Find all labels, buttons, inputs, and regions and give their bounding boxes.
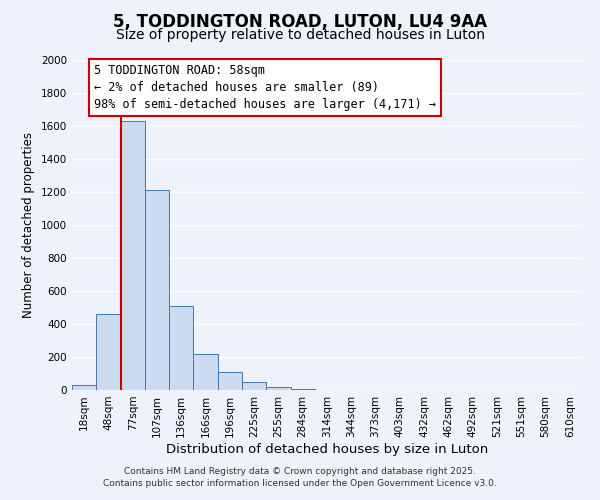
Bar: [290, 389, 315, 390]
Bar: [242, 382, 266, 390]
Bar: [218, 372, 242, 390]
Text: 5, TODDINGTON ROAD, LUTON, LU4 9AA: 5, TODDINGTON ROAD, LUTON, LU4 9AA: [113, 12, 487, 30]
Y-axis label: Number of detached properties: Number of detached properties: [22, 132, 35, 318]
Bar: [145, 190, 169, 390]
X-axis label: Distribution of detached houses by size in Luton: Distribution of detached houses by size …: [166, 442, 488, 456]
Text: Contains HM Land Registry data © Crown copyright and database right 2025.
Contai: Contains HM Land Registry data © Crown c…: [103, 466, 497, 487]
Bar: [266, 386, 290, 390]
Text: 5 TODDINGTON ROAD: 58sqm
← 2% of detached houses are smaller (89)
98% of semi-de: 5 TODDINGTON ROAD: 58sqm ← 2% of detache…: [94, 64, 436, 111]
Bar: [72, 385, 96, 390]
Bar: [96, 314, 121, 390]
Text: Size of property relative to detached houses in Luton: Size of property relative to detached ho…: [115, 28, 485, 42]
Bar: [193, 354, 218, 390]
Bar: [121, 121, 145, 390]
Bar: [169, 306, 193, 390]
